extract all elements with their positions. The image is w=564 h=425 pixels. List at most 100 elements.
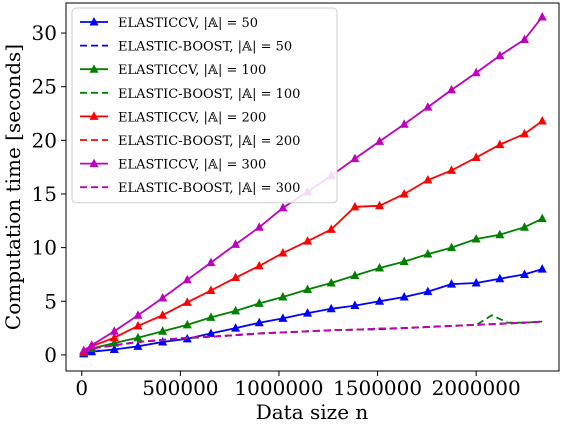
x-axis-label: Data size n	[256, 400, 369, 424]
data-point	[158, 337, 168, 346]
data-point	[471, 152, 481, 161]
data-point	[495, 273, 505, 283]
data-point	[254, 317, 264, 327]
y-tick-label: 15	[32, 182, 57, 206]
series-layer	[79, 11, 547, 358]
data-point	[537, 11, 547, 21]
data-point	[326, 303, 336, 313]
data-point	[278, 247, 288, 257]
series-line	[83, 320, 543, 354]
legend-marker	[89, 158, 99, 168]
legend-label: ELASTICCV, |𝔸| = 50	[118, 16, 258, 31]
data-point	[303, 284, 313, 293]
legend-marker	[89, 64, 99, 73]
data-point	[303, 236, 313, 245]
data-point	[182, 297, 192, 306]
data-point	[471, 234, 481, 243]
data-point	[375, 200, 385, 210]
data-point	[206, 257, 216, 267]
data-point	[399, 256, 409, 266]
data-point	[350, 201, 360, 211]
data-point	[423, 102, 433, 111]
y-tick-label: 5	[44, 289, 57, 313]
data-point	[423, 249, 433, 258]
legend-label: ELASTIC-BOOST, |𝔸| = 300	[118, 181, 300, 196]
data-point	[350, 153, 360, 163]
y-tick-label: 30	[32, 21, 57, 45]
data-point	[399, 291, 409, 301]
legend-label: ELASTICCV, |𝔸| = 200	[118, 110, 266, 125]
data-point	[519, 34, 529, 43]
data-point	[182, 319, 192, 329]
data-point	[471, 67, 481, 77]
data-point	[537, 213, 547, 223]
data-point	[254, 298, 264, 307]
legend-label: ELASTICCV, |𝔸| = 300	[118, 158, 266, 173]
legend-marker	[89, 111, 99, 120]
legend-label: ELASTICCV, |𝔸| = 100	[118, 63, 266, 78]
data-point	[109, 326, 119, 335]
series-line	[83, 320, 543, 354]
data-point	[206, 312, 216, 321]
data-point	[303, 308, 313, 317]
ticks-layer: 0 500000 1000000 1500000 2000000 0 5 10 15 20 25 30	[32, 21, 521, 400]
y-tick-label: 0	[44, 343, 57, 367]
data-point	[447, 242, 457, 252]
data-point	[326, 278, 336, 287]
data-point	[399, 188, 409, 198]
x-tick-label: 1000000	[234, 376, 323, 400]
data-point	[399, 119, 409, 128]
data-point	[206, 285, 216, 295]
data-point	[109, 332, 119, 342]
data-point	[158, 310, 168, 319]
x-tick-label: 1500000	[333, 376, 422, 400]
data-point	[375, 136, 385, 145]
data-point	[158, 326, 168, 335]
data-point	[231, 272, 241, 282]
legend-marker	[89, 17, 99, 26]
legend: ELASTICCV, |𝔸| = 50 ELASTIC-BOOST, |𝔸| = …	[71, 7, 338, 204]
data-point	[278, 291, 288, 301]
data-point	[133, 332, 143, 342]
data-point	[278, 313, 288, 322]
data-point	[447, 84, 457, 94]
y-tick-label: 10	[32, 236, 57, 260]
data-point	[495, 50, 505, 60]
data-point	[375, 296, 385, 305]
legend-label: ELASTIC-BOOST, |𝔸| = 50	[118, 40, 292, 55]
data-point	[182, 274, 192, 284]
data-point	[231, 239, 241, 248]
data-point	[423, 175, 433, 184]
data-point	[447, 165, 457, 174]
data-point	[133, 320, 143, 330]
data-point	[231, 305, 241, 315]
legend-label: ELASTIC-BOOST, |𝔸| = 100	[118, 87, 300, 102]
y-tick-label: 20	[32, 128, 57, 152]
data-point	[350, 270, 360, 280]
y-tick-label: 25	[32, 75, 57, 99]
data-point	[375, 263, 385, 272]
data-point	[495, 139, 505, 149]
data-point	[519, 222, 529, 231]
data-point	[109, 344, 119, 354]
data-point	[133, 341, 143, 350]
data-point	[519, 128, 529, 138]
data-point	[423, 286, 433, 296]
legend-box	[71, 7, 338, 204]
data-point	[350, 300, 360, 310]
series-line	[83, 320, 543, 354]
data-point	[231, 323, 241, 332]
data-point	[495, 229, 505, 239]
data-point	[254, 222, 264, 231]
data-point	[206, 328, 216, 337]
data-point	[537, 264, 547, 273]
data-point	[537, 116, 547, 125]
data-point	[326, 224, 336, 233]
data-point	[471, 278, 481, 287]
x-tick-label: 500000	[142, 376, 218, 400]
legend-label: ELASTIC-BOOST, |𝔸| = 200	[118, 134, 300, 149]
data-point	[254, 260, 264, 270]
x-tick-label: 2000000	[432, 376, 521, 400]
data-point	[87, 340, 97, 349]
